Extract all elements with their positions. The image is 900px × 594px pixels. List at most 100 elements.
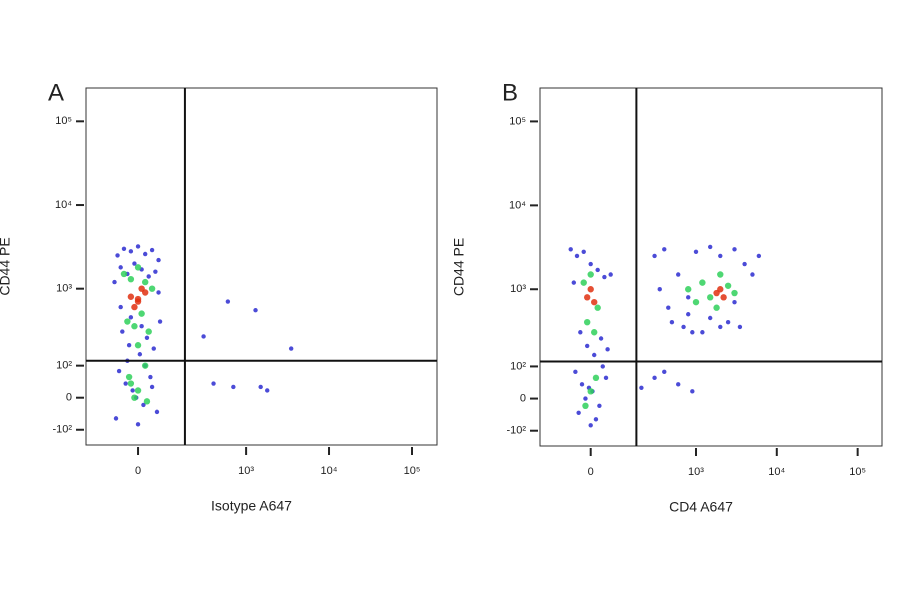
event-point [693, 249, 699, 254]
event-point [724, 282, 732, 289]
event-point [156, 290, 161, 295]
y-tick-label: 10⁴ [55, 199, 72, 211]
event-point [657, 287, 662, 292]
x-tick-label: 10⁵ [849, 466, 866, 478]
event-point [594, 304, 601, 311]
x-tick-label: 10³ [238, 465, 254, 477]
event-point [669, 319, 675, 325]
event-point [580, 279, 587, 286]
event-point [131, 323, 138, 330]
event-point [135, 244, 141, 249]
event-point [583, 318, 591, 326]
event-point [138, 285, 145, 292]
event-point [253, 308, 258, 313]
event-point [146, 274, 151, 279]
event-point [151, 346, 156, 351]
event-point [717, 286, 724, 293]
event-point [579, 382, 585, 387]
event-point [742, 261, 747, 267]
panel-letter: A [48, 79, 64, 106]
event-point [128, 315, 134, 320]
event-point [587, 271, 594, 278]
event-point [581, 249, 586, 254]
event-point [138, 310, 145, 317]
event-point [144, 335, 150, 341]
event-point [128, 249, 134, 254]
event-point [690, 330, 695, 335]
event-point [123, 381, 128, 386]
event-point [154, 409, 160, 415]
x-axis-title: Isotype A647 [211, 498, 292, 514]
event-point [571, 280, 577, 285]
event-point [134, 264, 142, 271]
event-point [143, 398, 151, 405]
y-tick-label: 0 [66, 392, 72, 404]
event-point [706, 294, 714, 301]
event-point [127, 293, 135, 300]
event-point [116, 368, 122, 374]
event-point [126, 343, 132, 348]
event-point [686, 295, 691, 300]
event-point [603, 375, 609, 381]
event-point [597, 403, 602, 409]
event-point [112, 279, 117, 285]
event-point [584, 343, 590, 349]
event-point [593, 417, 599, 422]
event-point [732, 299, 737, 305]
event-point [591, 329, 598, 336]
event-point [149, 247, 155, 253]
event-point [157, 319, 163, 324]
event-point [720, 294, 727, 301]
event-point [707, 244, 713, 250]
y-tick-label: 10⁴ [509, 199, 526, 211]
y-tick-label: 10³ [56, 283, 72, 295]
event-point [131, 394, 138, 401]
y-tick-label: -10² [506, 425, 526, 437]
event-point [662, 369, 667, 375]
event-point [118, 265, 123, 270]
y-tick-label: 10³ [510, 283, 526, 295]
event-point [139, 324, 144, 329]
event-point [592, 374, 600, 382]
event-point [639, 385, 644, 390]
y-axis-title: CD44 PE [0, 237, 13, 295]
x-tick-label: 0 [588, 466, 594, 478]
event-point [141, 362, 149, 369]
event-point [713, 304, 720, 311]
event-point [225, 299, 231, 304]
event-point [676, 382, 681, 387]
y-axis-title: CD44 PE [451, 238, 467, 296]
event-point [666, 305, 671, 310]
event-point [141, 278, 149, 286]
event-point [662, 247, 667, 252]
event-point [690, 389, 695, 394]
event-point [137, 352, 143, 357]
event-point [731, 289, 738, 297]
plot-frame [85, 87, 438, 446]
event-point [652, 253, 657, 259]
event-point [699, 279, 706, 286]
event-point [134, 342, 142, 349]
event-point [201, 334, 206, 339]
panel-letter: B [502, 79, 518, 106]
event-point [127, 380, 135, 387]
event-point [124, 318, 131, 325]
event-point [125, 373, 133, 381]
event-point [652, 375, 657, 381]
event-point [718, 324, 723, 330]
event-point [141, 402, 146, 408]
event-point [676, 272, 681, 277]
event-point [588, 261, 593, 267]
x-axis-title: CD4 A647 [669, 499, 733, 515]
event-point [211, 381, 216, 386]
event-point [132, 261, 137, 266]
event-point [686, 312, 691, 317]
event-point [142, 251, 148, 257]
event-point [707, 315, 713, 321]
event-point [602, 274, 607, 280]
event-point [156, 257, 161, 263]
event-point [120, 270, 128, 278]
event-point [583, 294, 591, 301]
event-point [135, 422, 141, 427]
